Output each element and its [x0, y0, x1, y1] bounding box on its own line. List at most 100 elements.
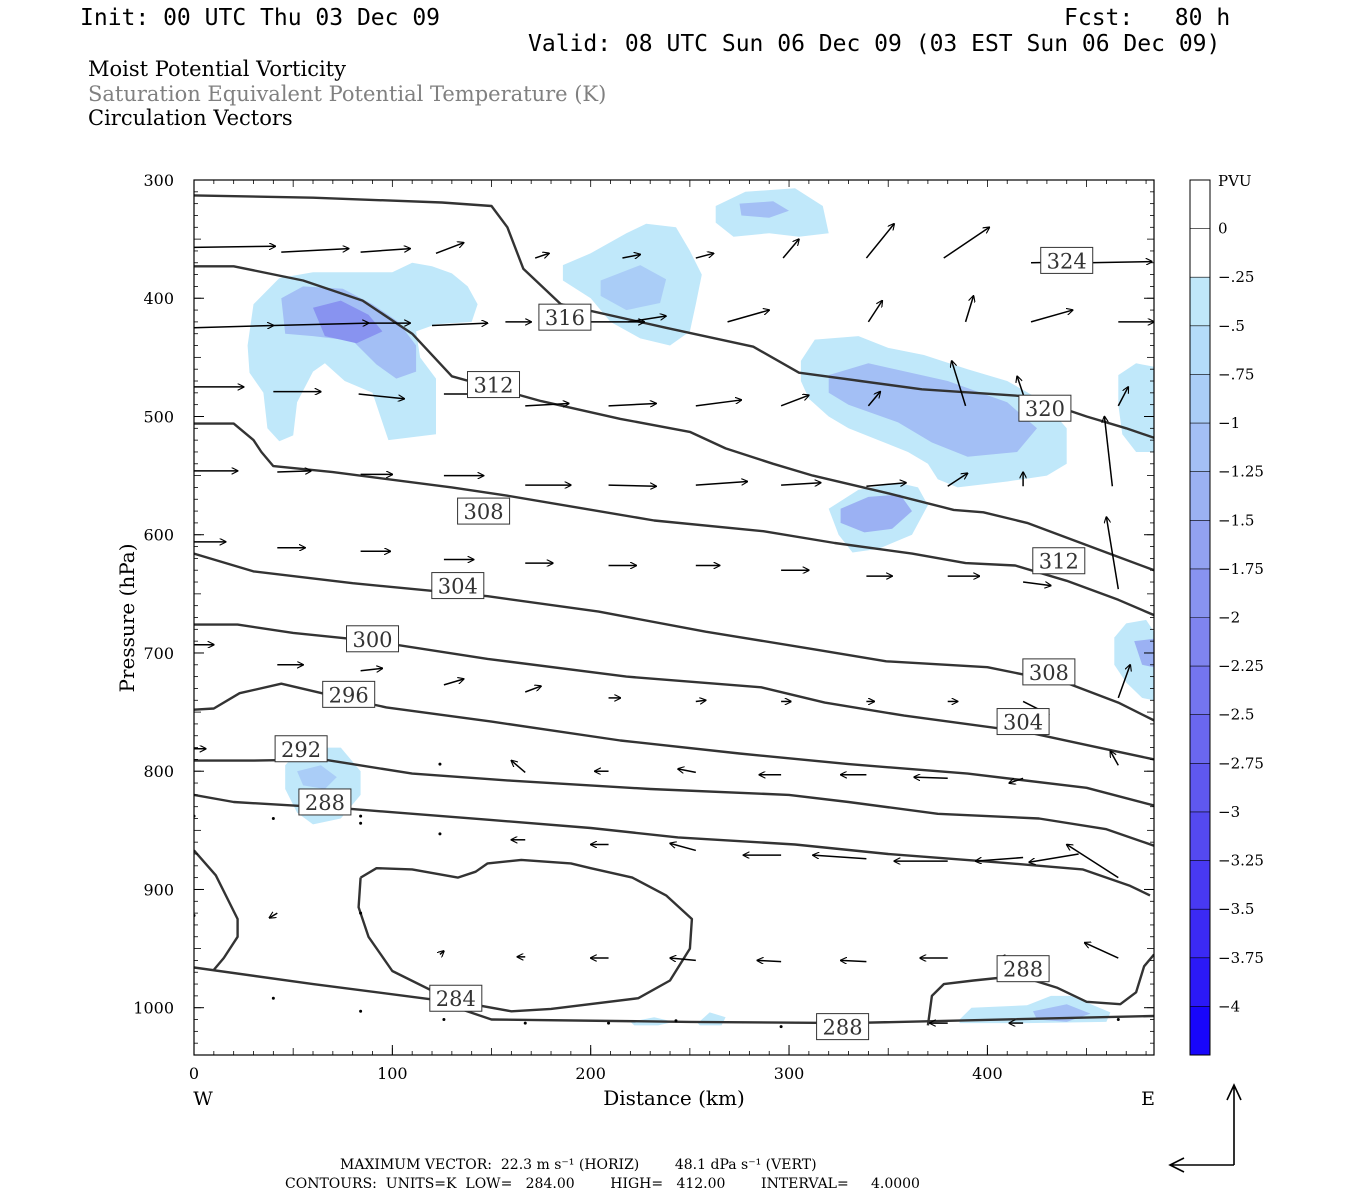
- pv-region: [840, 494, 912, 533]
- vector-arrow: [525, 403, 569, 405]
- colorbar-tick-label: −3.25: [1218, 852, 1264, 870]
- colorbar-swatch: [1190, 909, 1210, 959]
- vector-arrow: [1104, 416, 1114, 487]
- west-label: W: [193, 1088, 213, 1110]
- contour-label: 304: [1003, 711, 1043, 735]
- x-tick-label: 0: [189, 1064, 199, 1083]
- vector-arrow: [360, 249, 411, 253]
- contour-label: 288: [1003, 958, 1043, 982]
- colorbar-tick-label: −2.25: [1218, 657, 1264, 675]
- vector-arrow: [622, 254, 640, 258]
- valid-time: Valid: 08 UTC Sun 06 Dec 09 (03 EST Sun …: [528, 31, 1221, 57]
- y-tick-label: 600: [143, 526, 174, 545]
- y-tick-label: 800: [143, 762, 174, 781]
- vector-arrow: [443, 679, 464, 686]
- vector-arrow: [1085, 943, 1119, 959]
- y-tick-label: 900: [143, 880, 174, 899]
- colorbar-tick-label: −2.75: [1218, 754, 1264, 772]
- colorbar-tick-label: −3.75: [1218, 949, 1264, 967]
- colorbar-swatch: [1190, 374, 1210, 424]
- vector-arrow: [964, 296, 974, 323]
- colorbar-tick-label: −1.5: [1218, 511, 1254, 529]
- vector-arrow: [674, 1019, 678, 1023]
- colorbar-tick-label: −4: [1218, 997, 1240, 1015]
- vector-arrow: [865, 224, 894, 259]
- vector-arrow: [1030, 310, 1073, 323]
- colorbar-tick-label: −.5: [1218, 317, 1245, 335]
- colorbar-swatch: [1190, 180, 1210, 230]
- vector-arrow: [194, 325, 273, 327]
- contour-label-box: [1022, 658, 1076, 686]
- vector-arrow: [670, 958, 696, 960]
- colorbar-swatch: [1190, 520, 1210, 570]
- vector-arrow: [523, 1021, 527, 1025]
- contour-line: [194, 849, 239, 971]
- vector-arrow: [440, 951, 444, 955]
- contour-label-box: [996, 708, 1050, 736]
- colorbar-tick-label: −.25: [1218, 268, 1254, 286]
- colorbar-swatch: [1190, 471, 1210, 521]
- vector-arrow: [1022, 581, 1051, 586]
- vector-arrow: [695, 400, 742, 407]
- axes: 0 100 200 300 400 300 400 500 600 700 800 900 1000: [133, 171, 1154, 1083]
- vector-arrow: [695, 700, 706, 701]
- contour-label-box: [1032, 547, 1086, 575]
- contour-label-box: [322, 680, 376, 708]
- vector-arrow: [1117, 665, 1130, 699]
- vector-arrow: [1088, 262, 1152, 263]
- contour-label-box: [274, 735, 328, 763]
- colorbar-tick-label: −1: [1218, 414, 1240, 432]
- contour-line: [357, 858, 694, 1013]
- contour-line: [926, 953, 1154, 1026]
- vector-arrow: [277, 471, 311, 472]
- contour-label: 312: [1039, 550, 1079, 574]
- vector-arrow: [442, 1018, 446, 1022]
- contour-label: 316: [545, 306, 585, 330]
- vector-arrow: [435, 243, 464, 255]
- vector-arrow: [628, 316, 666, 323]
- colorbar-swatch: [1190, 277, 1210, 327]
- contour-labels: 324 316 312 320 308 312 304 300 308 296 304 292 288 2…: [274, 246, 1094, 1041]
- colorbar-unit: PVU: [1218, 172, 1252, 190]
- vector-arrow: [359, 911, 363, 915]
- colorbar-swatch: [1190, 617, 1210, 667]
- vector-arrow: [273, 323, 368, 325]
- colorbar-swatch: [1190, 763, 1210, 813]
- y-tick-label: 500: [143, 407, 174, 426]
- vector-arrow: [271, 996, 275, 1000]
- vector-arrow: [358, 393, 405, 399]
- vector-arrow: [975, 856, 1024, 862]
- colorbar-swatch: [1190, 714, 1210, 764]
- vector-arrow: [813, 855, 867, 860]
- contour-label: 288: [823, 1016, 863, 1040]
- x-tick-label: 400: [972, 1064, 1003, 1083]
- vector-arrow: [511, 761, 526, 773]
- vector-arrow: [281, 249, 348, 253]
- colorbar-swatch: [1190, 666, 1210, 716]
- y-axis-label: Pressure (hPa): [115, 544, 139, 693]
- pv-region: [313, 300, 383, 344]
- vector-arrow: [779, 1025, 783, 1029]
- pv-region: [297, 765, 337, 789]
- vector-arrow: [780, 395, 809, 407]
- colorbar-swatch: [1190, 811, 1210, 862]
- vector-arrow: [1110, 751, 1119, 766]
- vector-arrow: [670, 843, 697, 852]
- contour-label-box: [816, 1013, 870, 1041]
- pv-region: [697, 1012, 726, 1026]
- vector-arrow: [757, 960, 782, 961]
- vector-arrow: [782, 239, 799, 259]
- contour-label: 288: [305, 791, 345, 815]
- contour-label: 320: [1025, 397, 1065, 421]
- vector-arrow: [359, 821, 363, 825]
- contour-label: 284: [436, 987, 476, 1011]
- title-vectors: Circulation Vectors: [88, 106, 293, 130]
- vector-arrow: [947, 473, 968, 487]
- vector-arrow: [914, 777, 948, 778]
- colorbar-swatch: [1190, 1006, 1210, 1056]
- y-tick-label: 1000: [133, 999, 174, 1018]
- y-tick-label: 300: [143, 171, 174, 190]
- contour-label: 308: [464, 500, 504, 524]
- pv-region: [247, 262, 478, 442]
- colorbar-swatch: [1190, 860, 1210, 910]
